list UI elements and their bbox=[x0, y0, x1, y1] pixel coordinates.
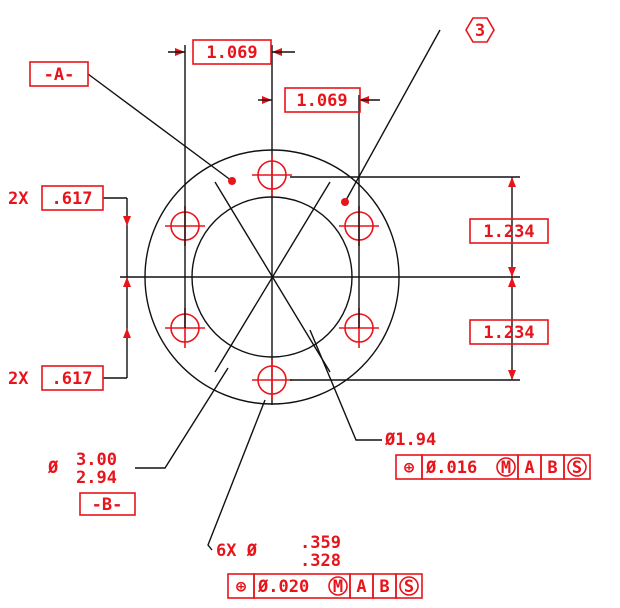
modifier-circle bbox=[399, 576, 419, 596]
tolerance: Ø.020 bbox=[257, 577, 309, 597]
group: ⊕ Ø.020 M A B S bbox=[227, 573, 423, 599]
limit-upper: .359 bbox=[300, 533, 341, 553]
count-text: 2X bbox=[8, 369, 29, 389]
modifier: M bbox=[501, 458, 511, 478]
drawing-line bbox=[41, 365, 104, 391]
drawing-line bbox=[469, 319, 549, 345]
drawing-line bbox=[465, 17, 495, 43]
tolerance: Ø.016 bbox=[425, 458, 477, 478]
datum-ref: A bbox=[356, 577, 366, 597]
modifier-circle bbox=[328, 576, 348, 596]
dim-text: 1.069 bbox=[206, 43, 257, 63]
frame-cell bbox=[563, 454, 591, 480]
dim-text: 1.234 bbox=[483, 222, 534, 242]
modifier-circle bbox=[567, 457, 587, 477]
diameter-symbol: Ø bbox=[47, 458, 59, 478]
hole-count: 6X Ø bbox=[216, 541, 258, 561]
drawing-line bbox=[344, 29, 441, 203]
drawing-line bbox=[309, 329, 382, 441]
drawing-line bbox=[191, 196, 353, 358]
datum-ref: A bbox=[524, 458, 534, 478]
note-number: 3 bbox=[475, 21, 485, 41]
datum-ref: B bbox=[379, 577, 389, 597]
dim-text: .617 bbox=[52, 189, 93, 209]
group: ⊕ Ø.016 M A B S bbox=[395, 454, 591, 480]
modifier: M bbox=[333, 577, 343, 597]
drawing-line bbox=[144, 149, 400, 405]
limit-upper: 3.00 bbox=[76, 450, 117, 470]
drawing-line bbox=[41, 185, 104, 211]
dim-text: .617 bbox=[52, 369, 93, 389]
frame-cell bbox=[395, 573, 423, 599]
count-text: 2X bbox=[8, 189, 29, 209]
dim-text: 1.234 bbox=[483, 323, 534, 343]
dim-text: 1.069 bbox=[296, 91, 347, 111]
drawing-line bbox=[135, 367, 229, 469]
drawing-line bbox=[87, 73, 233, 182]
drawing-line bbox=[341, 198, 349, 206]
modifier-circle bbox=[496, 457, 516, 477]
frame-symbol: ⊕ bbox=[236, 577, 247, 597]
datum-label: -A- bbox=[44, 65, 75, 85]
limit-lower: .328 bbox=[300, 551, 341, 571]
diameter-label: Ø1.94 bbox=[384, 430, 436, 450]
drawing-line bbox=[228, 177, 236, 185]
frame-symbol: ⊕ bbox=[404, 458, 415, 478]
datum-label: -B- bbox=[92, 495, 123, 515]
drawing-line bbox=[79, 492, 136, 516]
datum-ref: B bbox=[547, 458, 557, 478]
modifier: S bbox=[572, 458, 582, 478]
drawing-line bbox=[192, 39, 272, 65]
drawing-line bbox=[469, 218, 549, 244]
modifier: S bbox=[404, 577, 414, 597]
limit-lower: 2.94 bbox=[76, 468, 117, 488]
drawing-line bbox=[207, 399, 266, 551]
drawing-line bbox=[214, 181, 331, 373]
drawing-line bbox=[284, 87, 361, 113]
drawing-line bbox=[29, 61, 89, 87]
